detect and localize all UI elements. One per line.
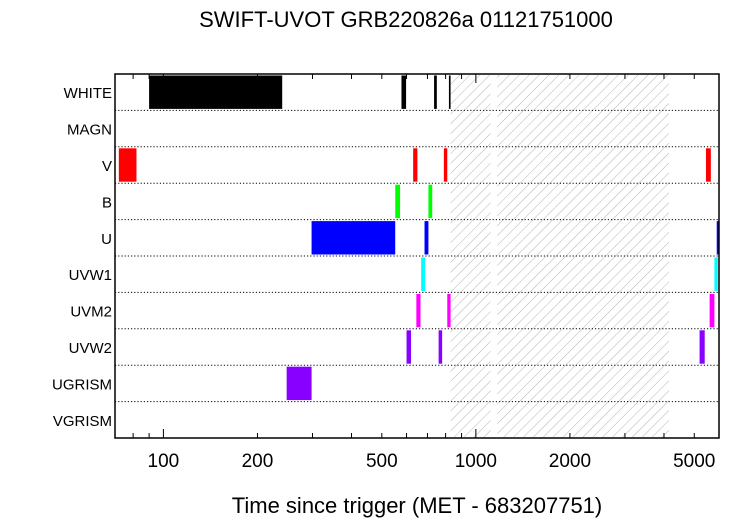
bar-v-0 xyxy=(118,148,137,182)
row-labels: WHITE MAGN V B U UVW1 UVM2 UVW2 UGRISM VGRISM xyxy=(52,85,112,430)
x-axis-ticks: 100 200 500 1000 2000 5000 xyxy=(114,74,720,472)
bar-white-1 xyxy=(401,75,407,109)
bar-u-0 xyxy=(311,221,396,255)
chart-title: SWIFT-UVOT GRB220826a 01121751000 xyxy=(199,7,613,32)
x-tick-label-100: 100 xyxy=(148,451,180,472)
exposure-bars xyxy=(118,75,719,401)
bar-uvw2-2 xyxy=(699,330,705,364)
row-label-ugrism: UGRISM xyxy=(52,376,112,393)
bar-white-2 xyxy=(434,75,437,109)
x-tick-label-500: 500 xyxy=(366,451,398,472)
bar-u-1 xyxy=(424,221,429,255)
bar-white-0 xyxy=(149,75,283,109)
row-label-magn: MAGN xyxy=(67,122,112,139)
bar-b-0 xyxy=(395,184,401,219)
row-label-white: WHITE xyxy=(64,85,112,102)
row-label-u: U xyxy=(101,231,112,248)
bar-white-3 xyxy=(448,75,451,109)
bar-b-1 xyxy=(428,184,433,219)
bar-u-2 xyxy=(716,221,719,255)
bar-uvw1-1 xyxy=(714,257,718,291)
bar-uvm2-1 xyxy=(447,293,451,328)
x-axis-label: Time since trigger (MET - 683207751) xyxy=(232,493,603,518)
row-label-uvw2: UVW2 xyxy=(69,340,112,357)
bar-v-3 xyxy=(705,148,711,182)
bar-uvw2-1 xyxy=(438,330,443,364)
x-tick-label-2000: 2000 xyxy=(549,451,591,472)
row-label-v: V xyxy=(102,158,112,175)
row-label-uvw1: UVW1 xyxy=(69,267,112,284)
bar-ugrism-0 xyxy=(286,366,312,401)
row-label-vgrism: VGRISM xyxy=(53,413,112,430)
row-label-b: B xyxy=(102,194,112,211)
row-label-uvm2: UVM2 xyxy=(70,304,112,321)
x-tick-label-1000: 1000 xyxy=(455,451,497,472)
bar-v-1 xyxy=(413,148,418,182)
x-tick-label-200: 200 xyxy=(242,451,274,472)
bar-uvw1-0 xyxy=(421,257,426,291)
plot-frame xyxy=(114,73,720,439)
bar-uvw2-0 xyxy=(406,330,411,364)
bar-uvm2-2 xyxy=(709,293,715,328)
bar-uvm2-0 xyxy=(416,293,421,328)
row-separators xyxy=(115,109,719,403)
x-tick-label-5000: 5000 xyxy=(673,451,715,472)
bar-v-2 xyxy=(443,148,448,182)
